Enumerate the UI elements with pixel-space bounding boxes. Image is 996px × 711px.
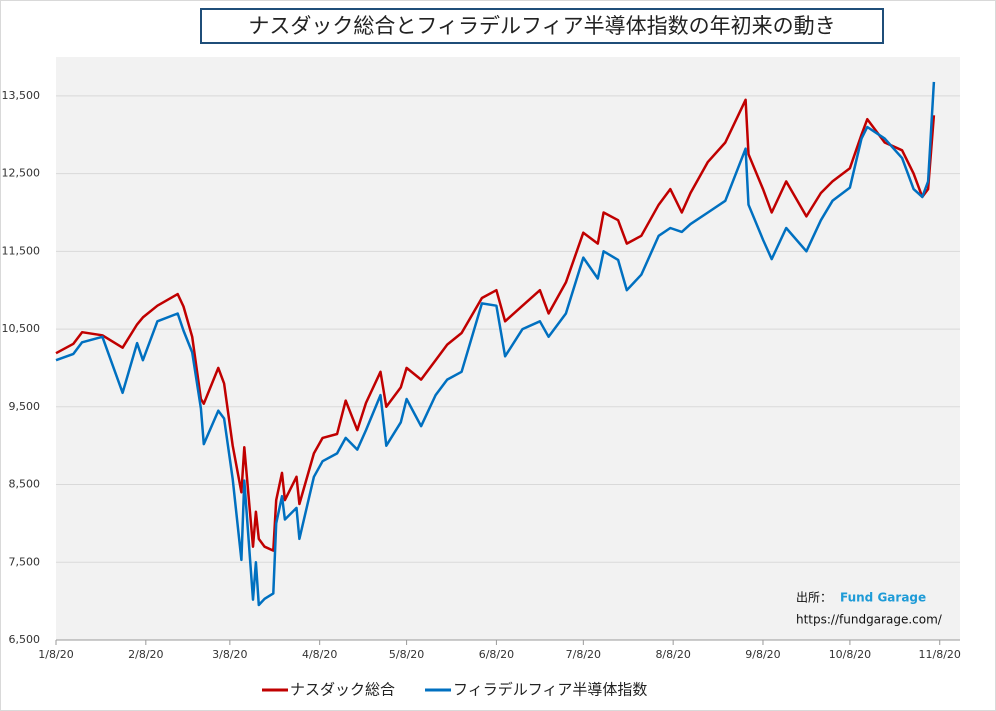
x-tick-label: 5/8/20 bbox=[389, 648, 424, 661]
y-tick-label: 11,500 bbox=[2, 244, 41, 257]
x-tick-label: 9/8/20 bbox=[745, 648, 780, 661]
x-tick-label: 2/8/20 bbox=[128, 648, 163, 661]
plot-area bbox=[56, 57, 960, 640]
series-line bbox=[55, 81, 936, 607]
y-tick-label: 12,500 bbox=[2, 167, 41, 180]
y-tick-label: 6,500 bbox=[9, 633, 41, 646]
source-name: Fund Garage bbox=[840, 591, 926, 605]
x-tick-label: 4/8/20 bbox=[302, 648, 337, 661]
x-tick-label: 6/8/20 bbox=[479, 648, 514, 661]
chart-title: ナスダック総合とフィラデルフィア半導体指数の年初来の動き bbox=[248, 14, 835, 38]
y-tick-label: 10,500 bbox=[2, 322, 41, 335]
legend-label: フィラデルフィア半導体指数 bbox=[453, 681, 647, 699]
y-tick-label: 8,500 bbox=[9, 478, 41, 491]
x-tick-label: 8/8/20 bbox=[655, 648, 690, 661]
x-tick-label: 10/8/20 bbox=[829, 648, 871, 661]
legend-label: ナスダック総合 bbox=[290, 681, 395, 699]
title-box bbox=[200, 8, 884, 44]
x-tick-label: 11/8/20 bbox=[919, 648, 961, 661]
source-url: https://fundgarage.com/ bbox=[796, 613, 943, 627]
y-tick-label: 13,500 bbox=[2, 89, 41, 102]
series-line bbox=[55, 98, 936, 552]
y-tick-label: 7,500 bbox=[9, 555, 41, 568]
x-tick-label: 1/8/20 bbox=[38, 648, 73, 661]
source-label: 出所： bbox=[796, 591, 832, 605]
x-tick-label: 3/8/20 bbox=[212, 648, 247, 661]
y-tick-label: 9,500 bbox=[9, 400, 41, 413]
x-tick-label: 7/8/20 bbox=[566, 648, 601, 661]
